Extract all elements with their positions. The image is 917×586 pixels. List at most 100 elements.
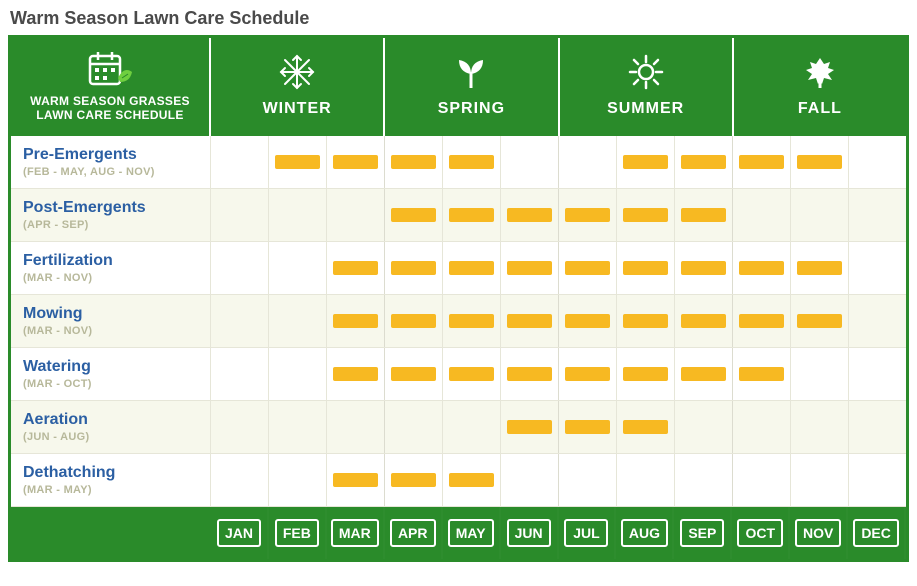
month-pill: OCT [737, 519, 783, 547]
month-cell [617, 348, 675, 400]
active-bar [565, 261, 610, 275]
month-label: APR [385, 507, 443, 559]
task-name[interactable]: Mowing [23, 305, 198, 323]
page-title: Warm Season Lawn Care Schedule [8, 4, 909, 35]
task-name[interactable]: Pre-Emergents [23, 146, 198, 164]
active-bar [565, 367, 610, 381]
month-cell [501, 242, 559, 294]
month-label: JUL [559, 507, 617, 559]
month-cell [559, 401, 617, 453]
month-label: DEC [848, 507, 906, 559]
month-pill: MAY [448, 519, 494, 547]
month-cell [327, 454, 385, 506]
season-header-spring: SPRING [385, 38, 559, 136]
sun-icon [628, 54, 664, 90]
month-cell [443, 401, 501, 453]
task-subtitle: (MAR - MAY) [23, 484, 198, 496]
month-cell [733, 348, 791, 400]
month-pill: AUG [621, 519, 668, 547]
month-footer-row: JANFEBMARAPRMAYJUNJULAUGSEPOCTNOVDEC [11, 507, 906, 559]
calendar-leaf-icon [19, 48, 201, 88]
month-cell [269, 295, 327, 347]
header-row: WARM SEASON GRASSES LAWN CARE SCHEDULE W… [11, 38, 906, 136]
month-cell [733, 242, 791, 294]
month-cell [501, 136, 559, 188]
task-row: Pre-Emergents (FEB - MAY, AUG - NOV) [11, 136, 906, 189]
month-cell [269, 401, 327, 453]
active-bar [623, 155, 668, 169]
active-bar [449, 473, 494, 487]
month-cell [617, 454, 675, 506]
active-bar [391, 261, 436, 275]
active-bar [391, 367, 436, 381]
task-name[interactable]: Post-Emergents [23, 199, 198, 217]
active-bar [333, 314, 378, 328]
month-cell [443, 189, 501, 241]
month-cell [617, 189, 675, 241]
month-cell [675, 189, 733, 241]
month-cell [675, 454, 733, 506]
month-cell [327, 295, 385, 347]
month-cell [443, 348, 501, 400]
task-label-cell: Mowing(MAR - NOV) [11, 295, 211, 347]
active-bar [565, 208, 610, 222]
active-bar [391, 314, 436, 328]
footer-months: JANFEBMARAPRMAYJUNJULAUGSEPOCTNOVDEC [211, 507, 906, 559]
month-cell [385, 454, 443, 506]
task-months [211, 401, 906, 453]
month-cell [849, 242, 906, 294]
task-row: Fertilization (MAR - NOV) [11, 242, 906, 295]
month-cell [733, 454, 791, 506]
month-pill: JAN [217, 519, 261, 547]
active-bar [333, 261, 378, 275]
month-cell [791, 189, 849, 241]
task-subtitle: (FEB - MAY, AUG - NOV) [23, 166, 198, 178]
active-bar [333, 155, 378, 169]
task-label-cell: Aeration(JUN - AUG) [11, 401, 211, 453]
active-bar [739, 314, 784, 328]
task-subtitle: (MAR - NOV) [23, 272, 198, 284]
active-bar [623, 367, 668, 381]
month-pill: APR [390, 519, 436, 547]
task-subtitle: (APR - SEP) [23, 219, 198, 231]
month-cell [385, 401, 443, 453]
task-name[interactable]: Watering [23, 358, 198, 376]
task-name[interactable]: Fertilization [23, 252, 198, 270]
active-bar [797, 314, 842, 328]
month-cell [269, 348, 327, 400]
month-cell [675, 136, 733, 188]
month-cell [617, 242, 675, 294]
month-cell [675, 242, 733, 294]
month-cell [849, 189, 906, 241]
task-name[interactable]: Dethatching [23, 464, 198, 482]
task-rows: Pre-Emergents (FEB - MAY, AUG - NOV) Post-… [11, 136, 906, 507]
active-bar [681, 208, 726, 222]
active-bar [623, 420, 668, 434]
month-pill: JUN [507, 519, 551, 547]
task-months [211, 189, 906, 241]
task-label-cell: Fertilization (MAR - NOV) [11, 242, 211, 294]
active-bar [623, 314, 668, 328]
task-name[interactable]: Aeration [23, 411, 198, 429]
active-bar [391, 155, 436, 169]
month-cell [385, 189, 443, 241]
month-cell [327, 189, 385, 241]
active-bar [333, 473, 378, 487]
task-label-cell: Watering(MAR - OCT) [11, 348, 211, 400]
month-cell [791, 136, 849, 188]
month-cell [501, 348, 559, 400]
month-cell [501, 295, 559, 347]
month-cell [269, 189, 327, 241]
task-label-cell: Pre-Emergents (FEB - MAY, AUG - NOV) [11, 136, 211, 188]
month-pill: NOV [795, 519, 841, 547]
month-label: JUN [501, 507, 559, 559]
month-cell [269, 136, 327, 188]
month-cell [211, 295, 269, 347]
month-cell [501, 401, 559, 453]
label-column-header: WARM SEASON GRASSES LAWN CARE SCHEDULE [11, 38, 211, 136]
month-cell [559, 348, 617, 400]
active-bar [449, 208, 494, 222]
task-label-cell: Dethatching (MAR - MAY) [11, 454, 211, 506]
month-cell [211, 189, 269, 241]
task-row: Dethatching (MAR - MAY) [11, 454, 906, 507]
